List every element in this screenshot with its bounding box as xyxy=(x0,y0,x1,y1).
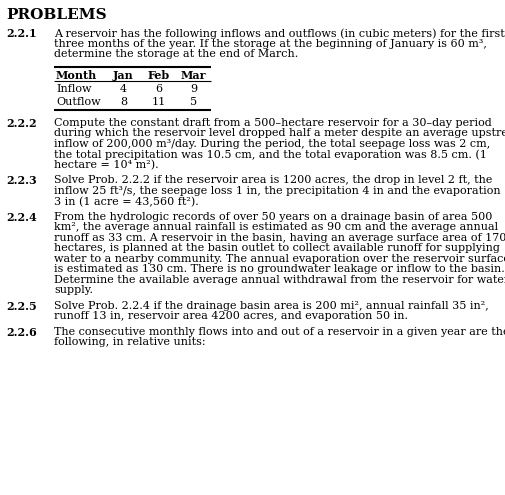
Text: runoff 13 in, reservoir area 4200 acres, and evaporation 50 in.: runoff 13 in, reservoir area 4200 acres,… xyxy=(54,311,407,321)
Text: during which the reservoir level dropped half a meter despite an average upstrea: during which the reservoir level dropped… xyxy=(54,128,505,139)
Text: Jan: Jan xyxy=(113,70,134,81)
Text: runoff as 33 cm. A reservoir in the basin, having an average surface area of 170: runoff as 33 cm. A reservoir in the basi… xyxy=(54,233,505,243)
Text: 2.2.6: 2.2.6 xyxy=(6,327,37,338)
Text: 2.2.1: 2.2.1 xyxy=(6,28,36,40)
Text: 4: 4 xyxy=(120,84,127,94)
Text: the total precipitation was 10.5 cm, and the total evaporation was 8.5 cm. (1: the total precipitation was 10.5 cm, and… xyxy=(54,149,486,160)
Text: Mar: Mar xyxy=(180,70,206,81)
Text: hectares, is planned at the basin outlet to collect available runoff for supplyi: hectares, is planned at the basin outlet… xyxy=(54,244,499,253)
Text: inflow of 200,000 m³/day. During the period, the total seepage loss was 2 cm,: inflow of 200,000 m³/day. During the per… xyxy=(54,139,489,149)
Text: Outflow: Outflow xyxy=(56,97,100,107)
Text: water to a nearby community. The annual evaporation over the reservoir surface: water to a nearby community. The annual … xyxy=(54,254,505,264)
Text: Feb: Feb xyxy=(147,70,169,81)
Text: three months of the year. If the storage at the beginning of January is 60 m³,: three months of the year. If the storage… xyxy=(54,39,486,49)
Text: Month: Month xyxy=(56,70,97,81)
Text: determine the storage at the end of March.: determine the storage at the end of Marc… xyxy=(54,50,297,59)
Text: hectare = 10⁴ m²).: hectare = 10⁴ m²). xyxy=(54,160,158,170)
Text: following, in relative units:: following, in relative units: xyxy=(54,338,205,347)
Text: 2.2.2: 2.2.2 xyxy=(6,118,36,129)
Text: 2.2.4: 2.2.4 xyxy=(6,212,37,223)
Text: Determine the available average annual withdrawal from the reservoir for water: Determine the available average annual w… xyxy=(54,275,505,285)
Text: The consecutive monthly flows into and out of a reservoir in a given year are th: The consecutive monthly flows into and o… xyxy=(54,327,505,337)
Text: 5: 5 xyxy=(189,97,196,107)
Text: Solve Prob. 2.2.4 if the drainage basin area is 200 mi², annual rainfall 35 in²,: Solve Prob. 2.2.4 if the drainage basin … xyxy=(54,301,488,311)
Text: km², the average annual rainfall is estimated as 90 cm and the average annual: km², the average annual rainfall is esti… xyxy=(54,222,497,232)
Text: Compute the constant draft from a 500–hectare reservoir for a 30–day period: Compute the constant draft from a 500–he… xyxy=(54,118,491,128)
Text: 3 in (1 acre = 43,560 ft²).: 3 in (1 acre = 43,560 ft²). xyxy=(54,197,198,207)
Text: inflow 25 ft³/s, the seepage loss 1 in, the precipitation 4 in and the evaporati: inflow 25 ft³/s, the seepage loss 1 in, … xyxy=(54,186,499,196)
Text: 9: 9 xyxy=(189,84,196,94)
Text: is estimated as 130 cm. There is no groundwater leakage or inflow to the basin.: is estimated as 130 cm. There is no grou… xyxy=(54,264,504,274)
Text: 2.2.5: 2.2.5 xyxy=(6,301,37,312)
Text: 2.2.3: 2.2.3 xyxy=(6,175,37,187)
Text: 6: 6 xyxy=(155,84,162,94)
Text: PROBLEMS: PROBLEMS xyxy=(6,8,107,22)
Text: A reservoir has the following inflows and outflows (in cubic meters) for the fir: A reservoir has the following inflows an… xyxy=(54,28,504,39)
Text: Inflow: Inflow xyxy=(56,84,91,94)
Text: 8: 8 xyxy=(120,97,127,107)
Text: 11: 11 xyxy=(151,97,165,107)
Text: From the hydrologic records of over 50 years on a drainage basin of area 500: From the hydrologic records of over 50 y… xyxy=(54,212,491,222)
Text: supply.: supply. xyxy=(54,286,93,296)
Text: Solve Prob. 2.2.2 if the reservoir area is 1200 acres, the drop in level 2 ft, t: Solve Prob. 2.2.2 if the reservoir area … xyxy=(54,175,491,186)
